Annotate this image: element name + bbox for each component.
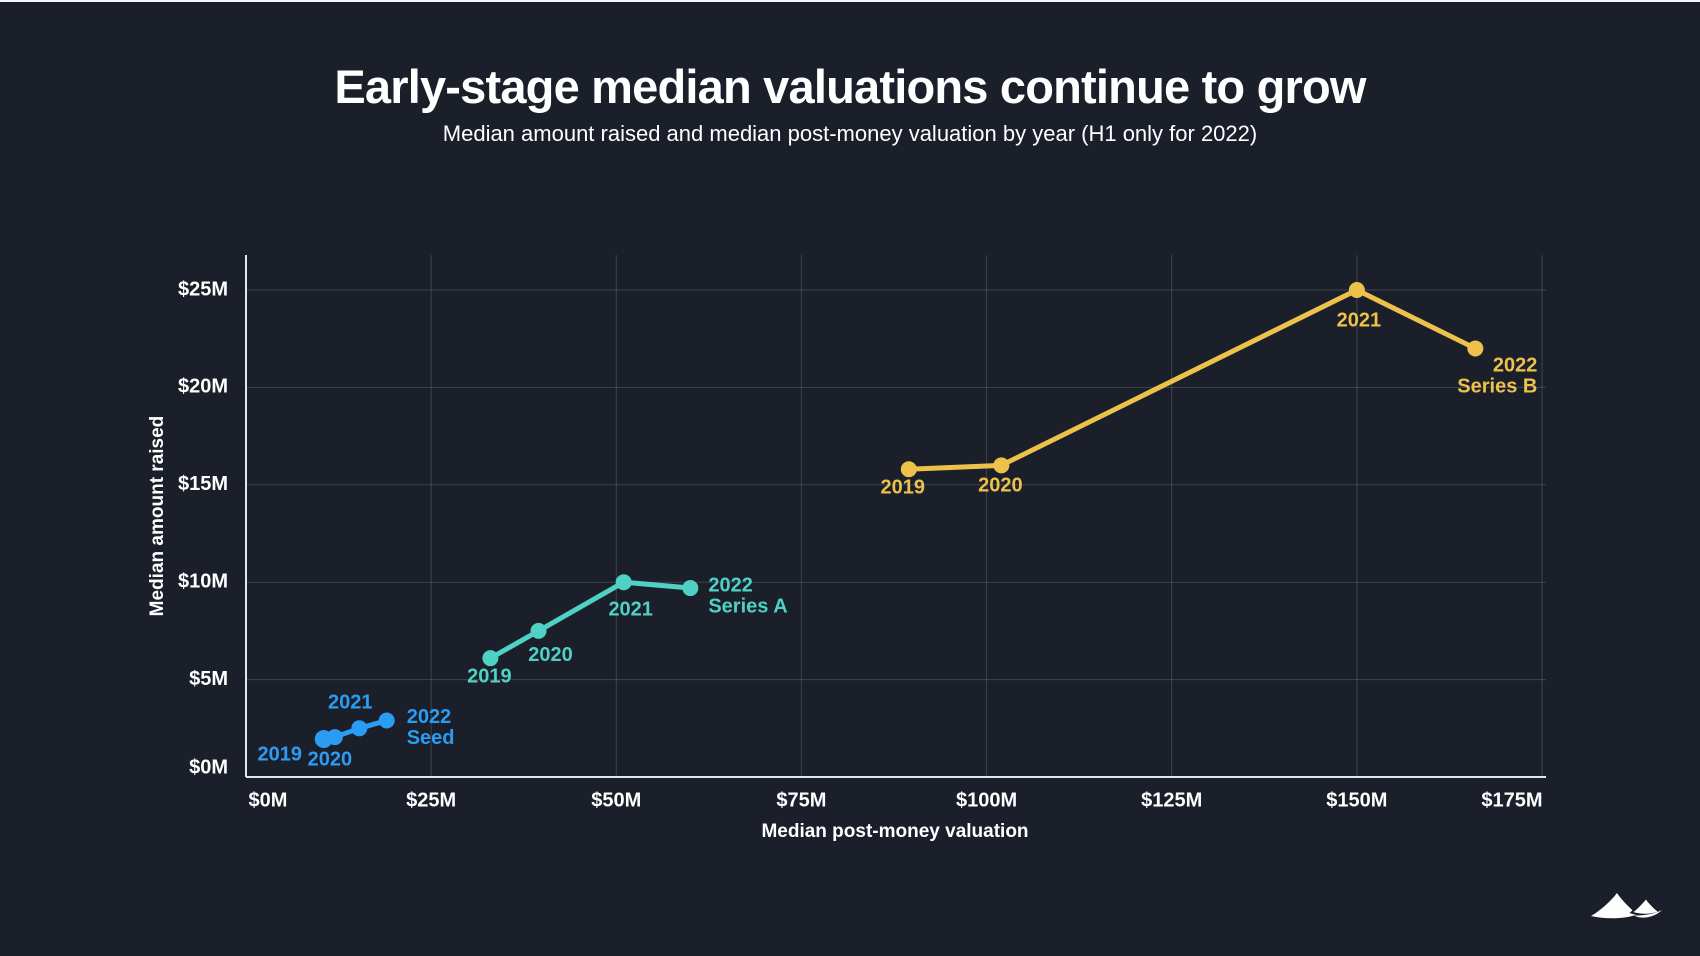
data-point-series-a-2022 xyxy=(682,580,699,597)
chart-title: Early-stage median valuations continue t… xyxy=(334,60,1366,113)
x-tick-label: $100M xyxy=(956,789,1017,811)
data-point-seed-2020 xyxy=(326,729,343,746)
y-tick-label: $15M xyxy=(178,473,228,495)
point-label-series-a-2022: 2022 xyxy=(708,574,753,596)
point-label-series-b-2022: 2022 xyxy=(1493,355,1538,377)
data-point-series-b-2020 xyxy=(993,457,1010,474)
data-point-seed-2022 xyxy=(378,712,395,729)
mountains-logo-shape xyxy=(1591,893,1662,919)
point-label-series-a-2022: Series A xyxy=(708,595,787,617)
top-border xyxy=(0,0,1700,2)
point-label-series-b-2019: 2019 xyxy=(881,476,926,498)
point-label-seed-2021: 2021 xyxy=(328,692,373,714)
point-label-series-a-2019: 2019 xyxy=(467,665,512,687)
point-label-seed-2022: 2022 xyxy=(407,706,452,728)
point-label-seed-2020: 2020 xyxy=(308,748,353,770)
x-tick-label: $75M xyxy=(776,789,826,811)
data-point-series-a-2019 xyxy=(482,650,499,667)
x-axis-title: Median post-money valuation xyxy=(761,821,1028,842)
mountains-logo-icon xyxy=(1588,891,1666,923)
x-tick-label: $50M xyxy=(591,789,641,811)
point-label-series-a-2020: 2020 xyxy=(528,644,573,666)
y-axis-title: Median amount raised xyxy=(147,416,168,617)
y-tick-label: $25M xyxy=(178,278,228,300)
x-tick-label: $25M xyxy=(406,789,456,811)
data-point-series-a-2021 xyxy=(615,574,632,591)
data-point-series-a-2020 xyxy=(530,622,547,639)
x-tick-label: $125M xyxy=(1141,789,1202,811)
chart-subtitle: Median amount raised and median post-mon… xyxy=(442,121,1258,146)
y-tick-label: $10M xyxy=(178,570,228,592)
point-label-seed-2019: 2019 xyxy=(258,743,303,765)
y-tick-label: $0M xyxy=(189,756,228,778)
point-label-series-b-2021: 2021 xyxy=(1337,309,1382,331)
data-point-series-b-2019 xyxy=(900,461,917,478)
point-label-series-b-2020: 2020 xyxy=(978,475,1023,497)
x-tick-label: $0M xyxy=(249,789,288,811)
data-point-seed-2021 xyxy=(351,720,368,737)
y-tick-label: $20M xyxy=(178,376,228,398)
point-label-series-b-2022: Series B xyxy=(1457,376,1537,398)
x-tick-label: $175M xyxy=(1481,789,1542,811)
x-tick-label: $150M xyxy=(1326,789,1387,811)
y-tick-label: $5M xyxy=(189,668,228,690)
series-line-series-a xyxy=(487,579,693,661)
point-label-series-a-2021: 2021 xyxy=(608,598,653,620)
data-point-series-b-2022 xyxy=(1467,340,1484,357)
data-point-series-b-2021 xyxy=(1348,282,1365,298)
series-line-series-b xyxy=(906,287,1478,472)
point-label-seed-2022: Seed xyxy=(407,727,455,749)
